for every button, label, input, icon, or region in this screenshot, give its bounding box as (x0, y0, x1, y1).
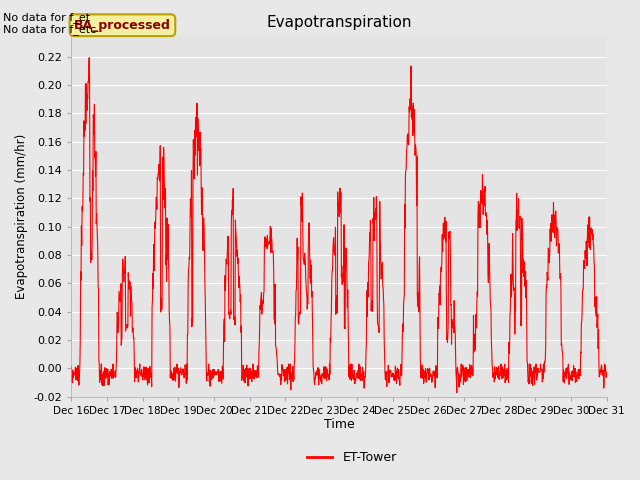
Title: Evapotranspiration: Evapotranspiration (266, 15, 412, 30)
Text: No data for f_etc: No data for f_etc (3, 24, 97, 35)
Text: No data for f_et: No data for f_et (3, 12, 90, 23)
X-axis label: Time: Time (324, 419, 355, 432)
Text: BA_processed: BA_processed (74, 19, 171, 32)
Legend: ET-Tower: ET-Tower (302, 446, 402, 469)
Y-axis label: Evapotranspiration (mm/hr): Evapotranspiration (mm/hr) (15, 133, 28, 299)
